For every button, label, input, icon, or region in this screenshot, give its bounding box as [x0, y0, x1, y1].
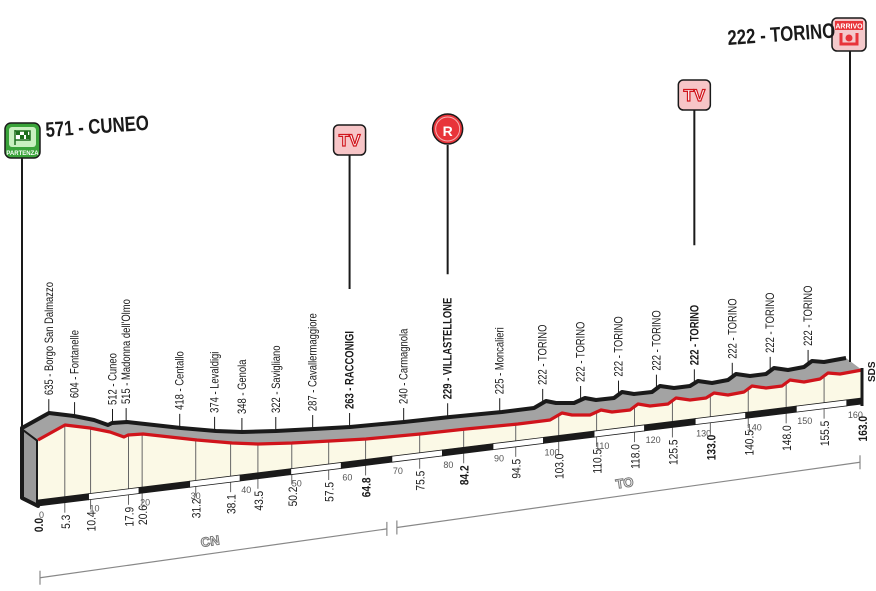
province-label: TO: [615, 474, 635, 491]
km-label: 0.0: [33, 518, 46, 532]
scale-tick-label: 20: [140, 497, 150, 507]
scale-tick-label: 70: [393, 466, 403, 476]
scale-tick-label: 60: [342, 472, 352, 482]
scale-tick-label: 160: [848, 410, 863, 420]
waypoint-label: 240 - Carmagnola: [398, 329, 411, 405]
km-label: 43.5: [253, 491, 266, 511]
km-label: 57.5: [324, 482, 337, 502]
tv-icon: [677, 79, 712, 111]
waypoint-label: 635 - Borgo San Dalmazzo: [43, 282, 56, 395]
scale-tick-label: 80: [443, 460, 453, 470]
waypoint-label: 222 - TORINO: [651, 310, 664, 370]
km-label: 118.0: [630, 444, 643, 469]
km-label: 94.5: [511, 459, 524, 479]
waypoint-label: 225 - Moncalieri: [494, 327, 507, 394]
arrivo-badge-label: ARRIVO: [835, 24, 863, 31]
scale-tick-label: 100: [545, 447, 560, 457]
waypoint-label: 222 - TORINO: [575, 322, 588, 382]
marker-label: TV: [339, 131, 361, 150]
tv-icon: [332, 124, 367, 156]
profile-front-face: [38, 370, 862, 506]
km-label: 31.2: [191, 498, 204, 518]
tv-marker: TV: [677, 79, 712, 246]
km-label: 84.2: [459, 465, 472, 485]
km-label: 110.5: [592, 449, 605, 474]
km-label: 163.0: [857, 416, 870, 442]
scale-tick-label: 90: [494, 454, 504, 464]
km-label: 125.5: [668, 439, 681, 465]
profile-top-edge: [21, 356, 847, 434]
km-label: 50.2: [287, 487, 300, 507]
km-label: 133.0: [706, 435, 719, 461]
km-label: 103.0: [554, 454, 567, 480]
province-bracket: CN: [39, 521, 388, 585]
scale-tick-label: 30: [191, 491, 201, 501]
scale-bar-segment: [846, 397, 863, 407]
marker-label: R: [443, 123, 453, 139]
profile-top-surface: [22, 358, 862, 444]
km-label: 17.9: [124, 507, 137, 527]
province-label: CN: [200, 532, 221, 549]
scale-tick-label: 40: [241, 485, 251, 495]
km-label: 10.4: [86, 511, 99, 531]
waypoint-label: 222 - TORINO: [764, 293, 777, 353]
waypoint-label: 374 - Levaldigi: [209, 352, 222, 413]
finish-title: 222 - TORINO: [727, 20, 836, 51]
profile-left-face: [20, 426, 40, 508]
scale-tick-label: 140: [747, 422, 762, 432]
refreshment-marker: R: [431, 113, 464, 275]
scale-tick-label: 150: [797, 416, 812, 426]
waypoint-label: 515 - Madonna dell'Olmo: [120, 299, 133, 404]
refreshment-icon: [431, 113, 464, 145]
waypoint-label: 418 - Centallo: [174, 351, 187, 410]
partenza-badge: PARTENZA: [4, 122, 41, 159]
km-label: 38.1: [226, 494, 239, 514]
scale-tick-label: 10: [90, 504, 100, 514]
partenza-badge-label: PARTENZA: [6, 151, 39, 157]
scale-tick-label: 110: [595, 441, 609, 451]
arrivo-badge: ARRIVO: [831, 17, 867, 52]
waypoint-label: 229 - VILLASTELLONE: [442, 298, 455, 399]
waypoint-label: 322 - Savigliano: [270, 345, 283, 413]
marker-label: TV: [683, 86, 705, 105]
waypoint-label: 222 - TORINO: [613, 316, 626, 376]
start-title: 571 - CUNEO: [45, 112, 150, 142]
scale-tick-label: 130: [696, 429, 711, 439]
km-label: 64.8: [361, 477, 374, 497]
waypoint-label: 604 - Fontanelle: [69, 330, 82, 398]
scale-tick-label: 120: [646, 435, 661, 445]
waypoint-label: 512 - Cuneo: [107, 353, 120, 405]
km-label: 5.3: [60, 515, 73, 529]
waypoint-label: 222 - TORINO: [689, 305, 702, 366]
km-label: 20.6: [137, 505, 150, 525]
sds-note: SDS: [867, 361, 876, 382]
km-label: 75.5: [415, 471, 428, 491]
km-label: 155.5: [819, 421, 832, 447]
waypoint-label: 222 - TORINO: [537, 325, 550, 385]
km-label: 140.5: [744, 430, 757, 456]
scale-tick-label: 0: [39, 510, 44, 520]
finish-line-icon: [839, 33, 859, 46]
waypoint-label: 287 - Cavallermaggiore: [307, 313, 320, 411]
waypoint-label: 348 - Genola: [236, 359, 249, 414]
waypoint-label: 222 - TORINO: [802, 286, 815, 346]
waypoint-label: 263 - RACCONIGI: [344, 331, 357, 409]
scale-tick-label: 50: [292, 479, 302, 489]
km-label: 148.0: [781, 425, 794, 451]
tv-marker: TV: [332, 124, 367, 290]
province-bracket: TO: [396, 455, 861, 535]
profile-altitude-line: [37, 368, 863, 446]
waypoint-label: 222 - TORINO: [726, 298, 739, 358]
